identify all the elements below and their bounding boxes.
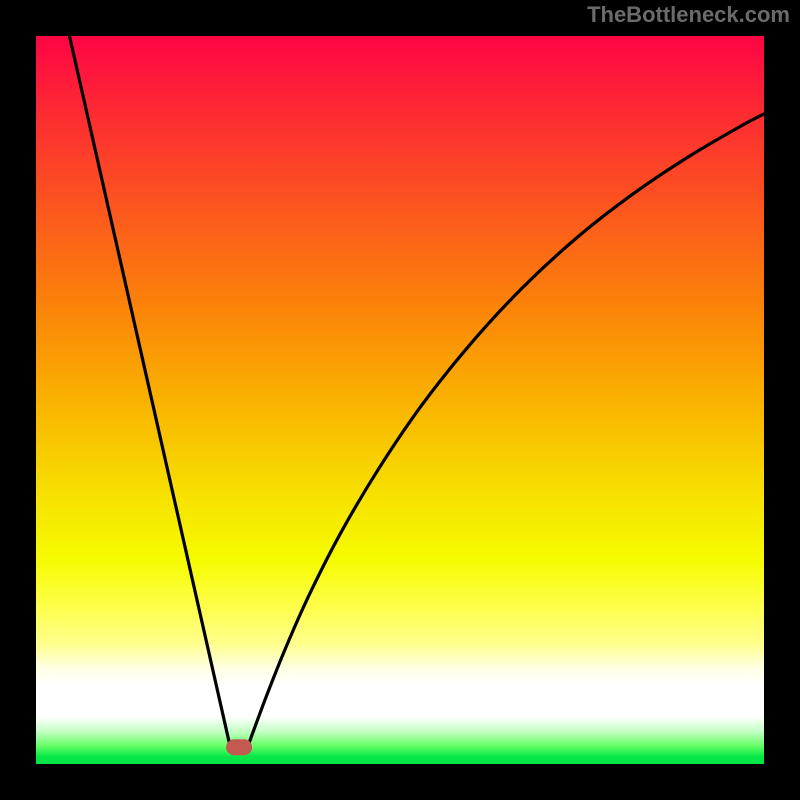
plot-gradient-background <box>36 36 764 764</box>
chart-svg <box>0 0 800 800</box>
minimum-marker <box>226 739 252 755</box>
chart-container: TheBottleneck.com <box>0 0 800 800</box>
